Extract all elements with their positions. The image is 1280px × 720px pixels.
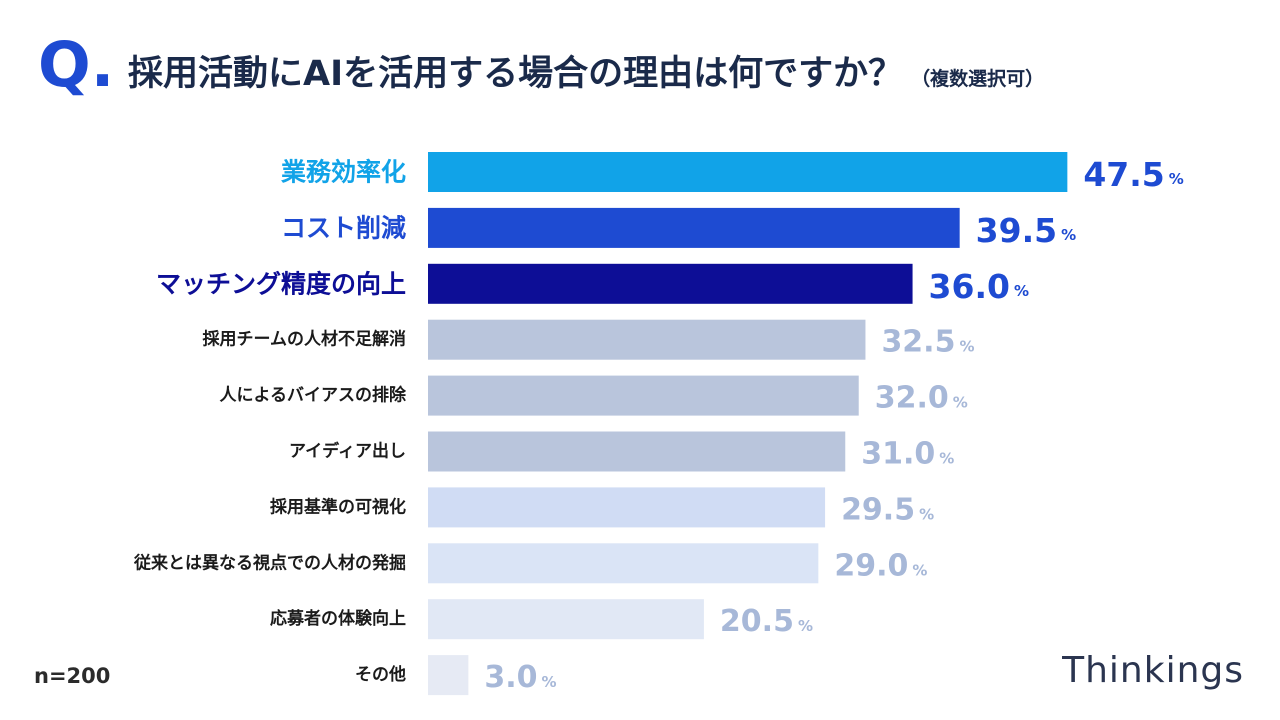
category-label-0: 業務効率化 <box>281 158 406 187</box>
category-label-3: 採用チームの人材不足解消 <box>203 329 407 350</box>
title-subtitle: （複数選択可） <box>911 68 1045 90</box>
q-letter: Q <box>38 28 91 101</box>
bar-6 <box>428 487 826 528</box>
bar-9 <box>428 655 469 696</box>
category-label-4: 人によるバイアスの排除 <box>220 385 407 406</box>
bar-5 <box>428 431 846 472</box>
bar-4 <box>428 375 859 416</box>
value-label-3: 32.5% <box>881 324 974 359</box>
bar-1 <box>428 207 960 248</box>
bar-7 <box>428 543 819 584</box>
bar-0 <box>428 152 1068 192</box>
title-text: 採用活動にAIを活用する場合の理由は何ですか？ <box>128 54 904 94</box>
category-label-7: 従来とは異なる視点での人材の発掘 <box>133 552 406 573</box>
value-label-8: 20.5% <box>720 604 813 639</box>
value-label-5: 31.0% <box>861 436 954 471</box>
category-label-6: 採用基準の可視化 <box>270 496 406 517</box>
value-label-4: 32.0% <box>875 380 968 415</box>
category-label-9: その他 <box>355 664 406 685</box>
value-label-1: 39.5% <box>976 210 1076 249</box>
category-label-2: マッチング精度の向上 <box>156 269 406 298</box>
sample-size-label: n=200 <box>34 664 111 688</box>
bar-8 <box>428 599 704 640</box>
category-label-1: コスト削減 <box>281 213 406 242</box>
category-label-5: アイディア出し <box>289 441 406 462</box>
value-label-0: 47.5% <box>1083 155 1183 194</box>
bar-2 <box>428 263 913 304</box>
q-dot: . <box>90 28 115 101</box>
page-title: 採用活動にAIを活用する場合の理由は何ですか？ （複数選択可） <box>128 52 1044 101</box>
value-label-7: 29.0% <box>834 548 927 583</box>
brand-logo-text: Thinkings <box>1062 650 1244 691</box>
value-label-2: 36.0% <box>929 266 1029 305</box>
value-label-9: 3.0% <box>484 660 556 695</box>
bar-3 <box>428 319 866 360</box>
value-label-6: 29.5% <box>841 492 934 527</box>
category-label-8: 応募者の体験向上 <box>270 608 406 629</box>
question-mark-label: Q. <box>38 30 114 100</box>
